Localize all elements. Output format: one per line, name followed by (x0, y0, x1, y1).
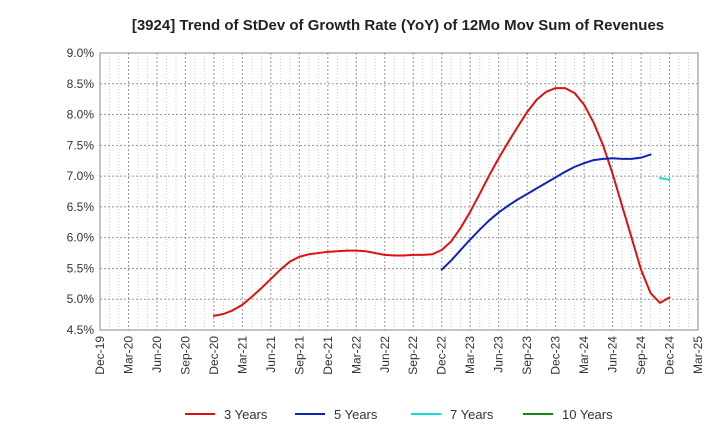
y-axis: 4.5% 5.0% 5.5% 6.0% 6.5% 7.0% 7.5% 8.0% 8.5% 9.0% (67, 46, 95, 337)
legend-label-7-years: 7 Years (450, 407, 494, 422)
y-tick-label: 6.0% (67, 231, 95, 245)
x-tick-label: Sep-21 (292, 336, 306, 375)
x-tick-label: Jun-24 (606, 336, 620, 373)
y-tick-label: 9.0% (67, 46, 95, 60)
x-axis: Dec-19 Mar-20 Jun-20 Sep-20 Dec-20 Mar-21 Jun-… (93, 336, 705, 375)
x-tick-label: Mar-21 (235, 336, 249, 374)
x-tick-label: Dec-21 (321, 336, 335, 375)
x-tick-label: Jun-20 (150, 336, 164, 373)
x-tick-label: Mar-20 (121, 336, 135, 374)
x-tick-label: Sep-24 (634, 336, 648, 375)
x-tick-label: Sep-23 (520, 336, 534, 375)
y-tick-label: 5.0% (67, 292, 95, 306)
series-line-3-years (212, 87, 671, 317)
legend-label-3-years: 3 Years (224, 407, 268, 422)
x-tick-label: Dec-24 (663, 336, 677, 375)
x-tick-label: Mar-23 (463, 336, 477, 374)
legend: 3 Years 5 Years 7 Years 10 Years (185, 407, 613, 422)
plot-frame (99, 52, 699, 331)
series-lines (212, 87, 671, 317)
x-tick-label: Mar-24 (577, 336, 591, 374)
x-tick-label: Jun-22 (378, 336, 392, 373)
x-tick-label: Jun-23 (492, 336, 506, 373)
chart-title: [3924] Trend of StDev of Growth Rate (Yo… (132, 17, 664, 34)
y-tick-label: 7.0% (67, 169, 95, 183)
x-tick-label: Mar-22 (349, 336, 363, 374)
y-tick-label: 8.5% (67, 77, 95, 91)
y-tick-label: 4.5% (67, 323, 95, 337)
x-tick-label: Dec-23 (549, 336, 563, 375)
x-tick-label: Dec-22 (435, 336, 449, 375)
y-tick-label: 7.5% (67, 138, 95, 152)
x-tick-label: Sep-22 (406, 336, 420, 375)
x-tick-label: Mar-25 (691, 336, 705, 374)
x-tick-label: Sep-20 (178, 336, 192, 375)
plot-area (99, 52, 699, 331)
x-tick-label: Jun-21 (264, 336, 278, 373)
legend-label-10-years: 10 Years (562, 407, 613, 422)
legend-label-5-years: 5 Years (334, 407, 378, 422)
y-tick-label: 8.0% (67, 108, 95, 122)
x-tick-label: Dec-19 (93, 336, 107, 375)
x-tick-label: Dec-20 (207, 336, 221, 375)
series-line-7-years (659, 176, 671, 181)
y-tick-label: 5.5% (67, 261, 95, 275)
series-line-5-years (440, 153, 652, 271)
y-tick-label: 6.5% (67, 200, 95, 214)
grid-lines (100, 53, 698, 330)
